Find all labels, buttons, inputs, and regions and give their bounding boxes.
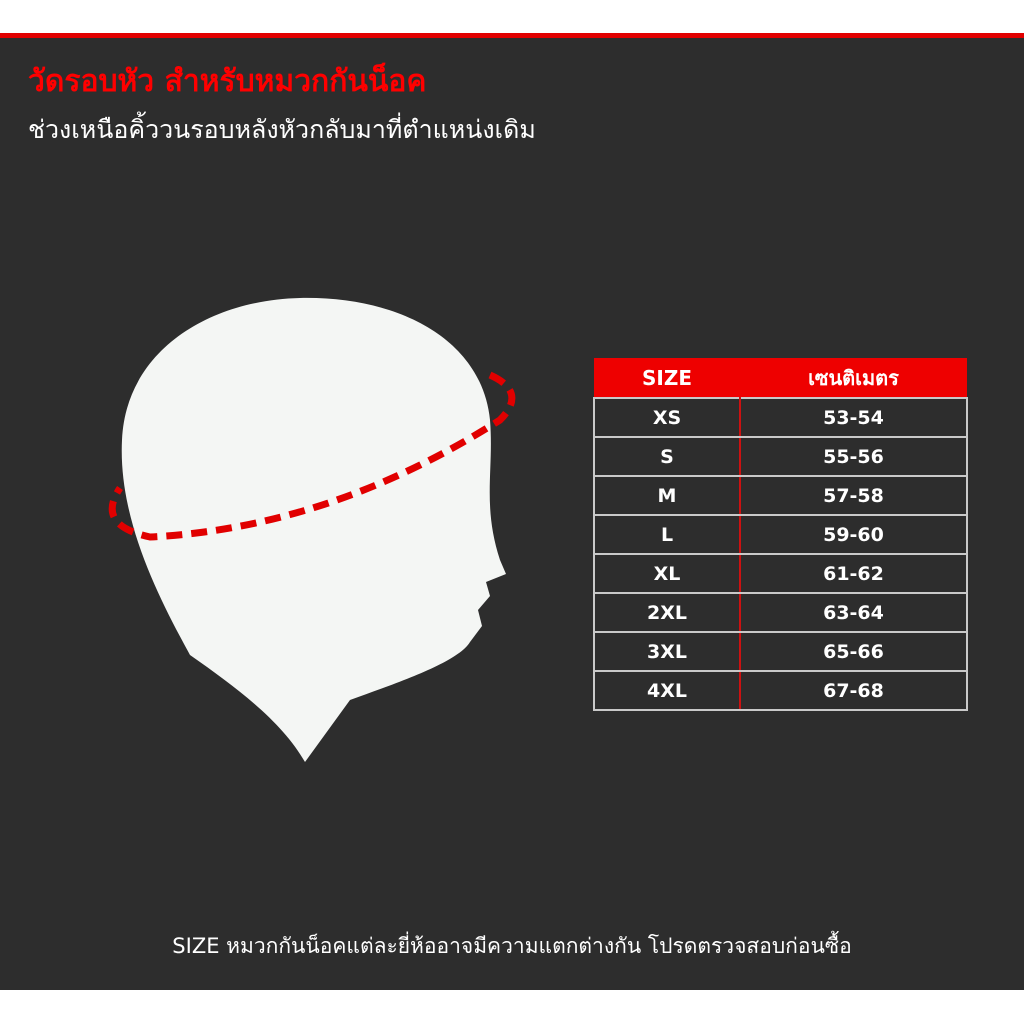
table-row: 2XL 63-64 [593,592,968,633]
size-cell: M [593,475,741,516]
size-cell: S [593,436,741,477]
size-cell: XS [593,397,741,438]
cm-cell: 65-66 [739,631,968,672]
page-subtitle: ช่วงเหนือคิ้ววนรอบหลังหัวกลับมาที่ตำแหน่… [28,115,536,144]
size-cell: L [593,514,741,555]
table-row: M 57-58 [593,475,968,516]
size-cell: 2XL [593,592,741,633]
table-row: S 55-56 [593,436,968,477]
cm-cell: 63-64 [739,592,968,633]
cm-cell: 53-54 [739,397,968,438]
cm-cell: 67-68 [739,670,968,711]
head-shape [121,297,506,762]
cm-cell: 55-56 [739,436,968,477]
measurement-dashed-line [108,371,516,541]
cm-cell: 57-58 [739,475,968,516]
size-cell: 4XL [593,670,741,711]
table-row: XL 61-62 [593,553,968,594]
footer-note: SIZE หมวกกันน็อคแต่ละยี่ห้ออาจมีความแตกต… [172,934,852,958]
header-centimeters: เซนติเมตร [740,358,967,398]
table-row: L 59-60 [593,514,968,555]
table-row: XS 53-54 [593,397,968,438]
table-row: 3XL 65-66 [593,631,968,672]
size-cell: 3XL [593,631,741,672]
cm-cell: 59-60 [739,514,968,555]
cm-cell: 61-62 [739,553,968,594]
size-cell: XL [593,553,741,594]
size-table: SIZE เซนติเมตร XS 53-54 S 55-56 M 57-58 L 59… [593,358,968,711]
page-title: วัดรอบหัว สำหรับหมวกกันน็อค [28,64,427,99]
table-header-row: SIZE เซนติเมตร [594,358,967,398]
table-row: 4XL 67-68 [593,670,968,711]
header-size: SIZE [594,358,740,398]
